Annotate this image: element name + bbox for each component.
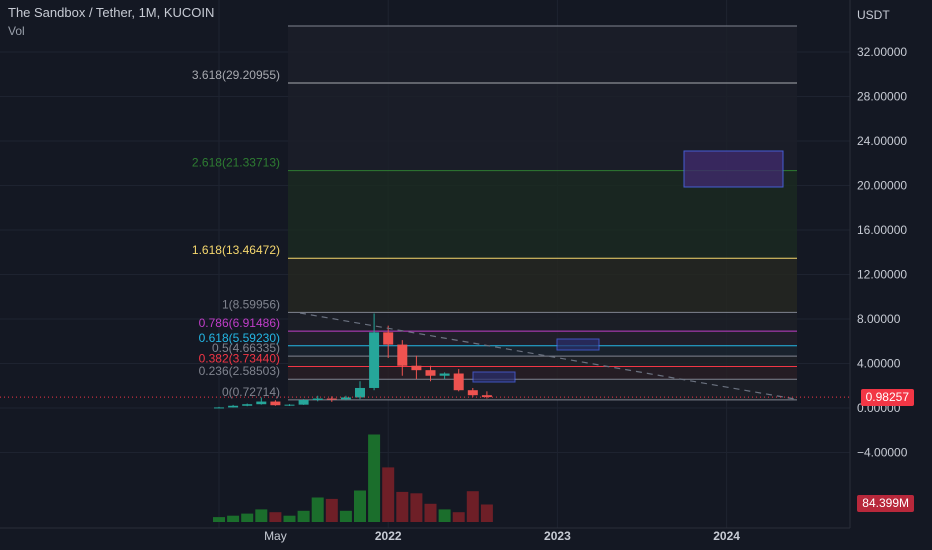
candle-body: [270, 401, 281, 406]
fib-level-label: 0.786(6.91486): [199, 316, 280, 330]
candle-body: [439, 373, 450, 376]
price-tick-label: 32.00000: [857, 45, 907, 59]
volume-bar: [466, 491, 479, 522]
candle-body: [298, 399, 309, 405]
volume-bar: [382, 467, 395, 522]
volume-bar: [311, 497, 324, 522]
volume-bar: [241, 513, 254, 522]
time-tick-label: 2022: [375, 529, 402, 543]
fib-level-label: 1(8.59956): [222, 297, 280, 311]
fib-levels: 3.618(29.20955) 2.618(21.33713) 1.618(13.4…: [192, 68, 797, 401]
candle-body: [453, 373, 464, 391]
price-tick-label: −4.00000: [857, 446, 908, 460]
candle-body: [326, 398, 337, 400]
price-tick-label: 4.00000: [857, 357, 901, 371]
volume-bar: [325, 498, 338, 522]
candles: [214, 313, 492, 409]
candle-body: [397, 344, 408, 366]
price-tick-label: 16.00000: [857, 223, 907, 237]
candle-body: [312, 398, 323, 400]
symbol-title[interactable]: The Sandbox / Tether, 1M, KUCOIN: [8, 5, 215, 20]
candle-body: [284, 404, 295, 406]
fib-level-label: 0.5(4.66335): [212, 341, 280, 355]
fib-level-label: 2.618(21.33713): [192, 156, 280, 170]
candle-body: [411, 365, 422, 371]
projection-box[interactable]: [556, 338, 600, 351]
volume-bar: [227, 515, 240, 522]
fib-zones: [288, 25, 797, 400]
volume-label[interactable]: Vol: [8, 24, 25, 38]
candle-body: [369, 332, 380, 388]
fib-level-label: 1.618(13.46472): [192, 243, 280, 257]
chart-header: The Sandbox / Tether, 1M, KUCOIN Vol: [8, 5, 214, 38]
volume-value-tag: 84.399M: [857, 495, 914, 512]
time-tick-label: 2024: [713, 529, 740, 543]
time-axis[interactable]: May 2022 2023 2024: [0, 527, 850, 543]
price-axis[interactable]: 32.00000 28.00000 24.00000 20.00000 16.00000…: [849, 0, 932, 550]
fib-level-label: 0.236(2.58503): [199, 364, 280, 378]
candle-body: [467, 390, 478, 396]
candle-body: [383, 332, 394, 345]
volume-bar: [354, 490, 366, 522]
currency-label: USDT: [857, 8, 890, 22]
target-box[interactable]: [683, 150, 784, 188]
volume-bar: [339, 510, 352, 522]
price-tick-label: 8.00000: [857, 312, 901, 326]
volume-bar: [480, 504, 493, 522]
volume-bar: [269, 512, 282, 522]
candle-body: [228, 405, 239, 408]
volume-bar: [452, 512, 465, 522]
candle-body: [340, 397, 351, 400]
trend-line[interactable]: [299, 312, 796, 400]
volume-bar: [213, 517, 225, 522]
volume-bar: [368, 434, 381, 522]
volume-bar: [424, 503, 437, 522]
price-tick-label: 24.00000: [857, 134, 907, 148]
volume-bar: [438, 509, 451, 522]
last-price-tag: 0.98257: [860, 389, 914, 406]
price-tick-label: 28.00000: [857, 90, 907, 104]
drawings: [0, 150, 850, 400]
candle-body: [214, 407, 224, 409]
price-tick-label: 12.00000: [857, 268, 907, 282]
volume-bar: [297, 510, 310, 522]
projection-box[interactable]: [472, 371, 516, 383]
volume-bar: [283, 515, 296, 522]
time-tick-label: May: [264, 529, 287, 543]
volume-bar: [396, 491, 409, 522]
price-tick-label: 20.00000: [857, 179, 907, 193]
fib-level-label: 0.618(5.59230): [199, 331, 280, 345]
fib-level-label: 3.618(29.20955): [192, 68, 280, 82]
candle-body: [256, 401, 267, 405]
fib-level-label: 0.382(3.73440): [199, 351, 280, 365]
candle-body: [425, 370, 436, 376]
volume-bars: [213, 434, 493, 522]
candle-body: [355, 387, 365, 398]
time-tick-label: 2023: [544, 529, 571, 543]
fib-level-label: 0(0.72714): [222, 385, 280, 399]
candle-body: [242, 404, 253, 406]
volume-bar: [410, 493, 423, 522]
volume-bar: [255, 509, 268, 522]
candle-body: [481, 395, 492, 398]
